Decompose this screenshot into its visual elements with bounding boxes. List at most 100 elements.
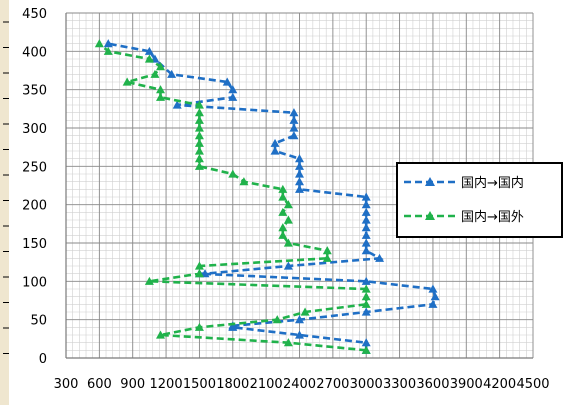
y-tick-labels: 0 50 100 150 200 250 300 350 400 450 [22,7,47,367]
x-tick-label: 4500 [516,377,549,392]
data-point [144,276,154,285]
data-point [295,154,304,163]
x-tick-label: 2700 [316,377,349,392]
data-point [222,77,232,86]
data-point [228,92,238,101]
data-point [283,261,293,270]
x-tick-label: 3000 [350,377,383,392]
data-point [228,85,238,94]
y-tick-label: 350 [22,84,47,99]
data-point [172,100,182,109]
data-point [194,154,204,163]
data-point [289,108,299,117]
legend-marker-series-1 [425,177,435,186]
data-point [361,246,371,255]
y-tick-label: 150 [22,237,47,252]
data-point [194,161,204,170]
left-strip [0,0,9,405]
data-point [156,62,166,71]
y-tick-label: 50 [30,314,47,329]
data-point [361,307,371,316]
data-point [300,307,310,316]
x-tick-label: 1200 [150,377,183,392]
data-point [428,299,438,308]
data-point [150,69,160,78]
data-point [144,46,154,55]
data-point [283,215,293,224]
data-point [194,108,204,117]
data-point [270,146,280,155]
data-point [94,39,104,48]
data-point [361,223,371,232]
data-point [361,345,371,354]
x-tick-label: 1500 [183,377,216,392]
x-tick-label: 3900 [450,377,483,392]
legend-label-series-1: 国内→国内 [461,175,524,191]
data-point [156,330,166,339]
data-point [289,131,299,140]
legend: 国内→国内 国内→国外 [396,162,563,238]
data-point [361,276,371,285]
data-point [239,177,249,186]
series-1 [103,39,440,354]
data-point [361,284,371,293]
data-point [103,39,113,48]
y-tick-label: 0 [39,352,47,367]
y-tick-label: 450 [22,7,47,22]
data-point [194,138,204,147]
data-point [375,253,385,262]
data-point [194,100,204,109]
x-tick-label: 4200 [483,377,516,392]
data-point [194,322,204,331]
data-point [194,146,204,155]
data-point [283,200,293,209]
data-point [167,69,177,78]
data-point [103,46,113,55]
data-point [278,230,288,239]
x-tick-label: 900 [120,377,145,392]
data-point [295,315,304,324]
x-tick-label: 2100 [250,377,283,392]
x-tick-label: 600 [87,377,112,392]
series-layer [94,39,440,354]
data-point [361,292,371,301]
data-point [194,261,204,270]
data-point [194,123,204,132]
data-point [361,299,371,308]
y-tick-label: 300 [22,122,47,137]
y-tick-label: 250 [22,160,47,175]
data-point [361,200,371,209]
data-point [428,284,438,293]
data-point [283,338,293,347]
data-point [289,123,299,132]
x-tick-labels: 300 600 900 1200 1500 1800 2100 2400 2700 3000 330… [54,377,550,392]
x-tick-label: 3300 [383,377,416,392]
data-point [361,230,371,239]
data-point [295,177,304,186]
data-point [322,246,332,255]
data-point [278,207,288,216]
data-point [272,315,282,324]
data-point [295,330,304,339]
data-point [270,138,280,147]
y-tick-label: 100 [22,275,47,290]
legend-label-series-2: 国内→国外 [461,209,524,225]
y-tick-label: 200 [22,199,47,214]
x-tick-label: 1800 [216,377,249,392]
data-point [361,338,371,347]
series-2 [94,39,371,354]
data-point [361,192,371,201]
data-point [194,269,204,278]
data-point [283,238,293,247]
data-point [322,253,332,262]
data-point [122,77,132,86]
data-point [361,207,371,216]
x-tick-label: 3600 [416,377,449,392]
data-point [156,92,166,101]
data-point [278,184,288,193]
data-point [278,223,288,232]
data-point [194,115,204,124]
data-point [295,169,304,178]
data-point [289,115,299,124]
